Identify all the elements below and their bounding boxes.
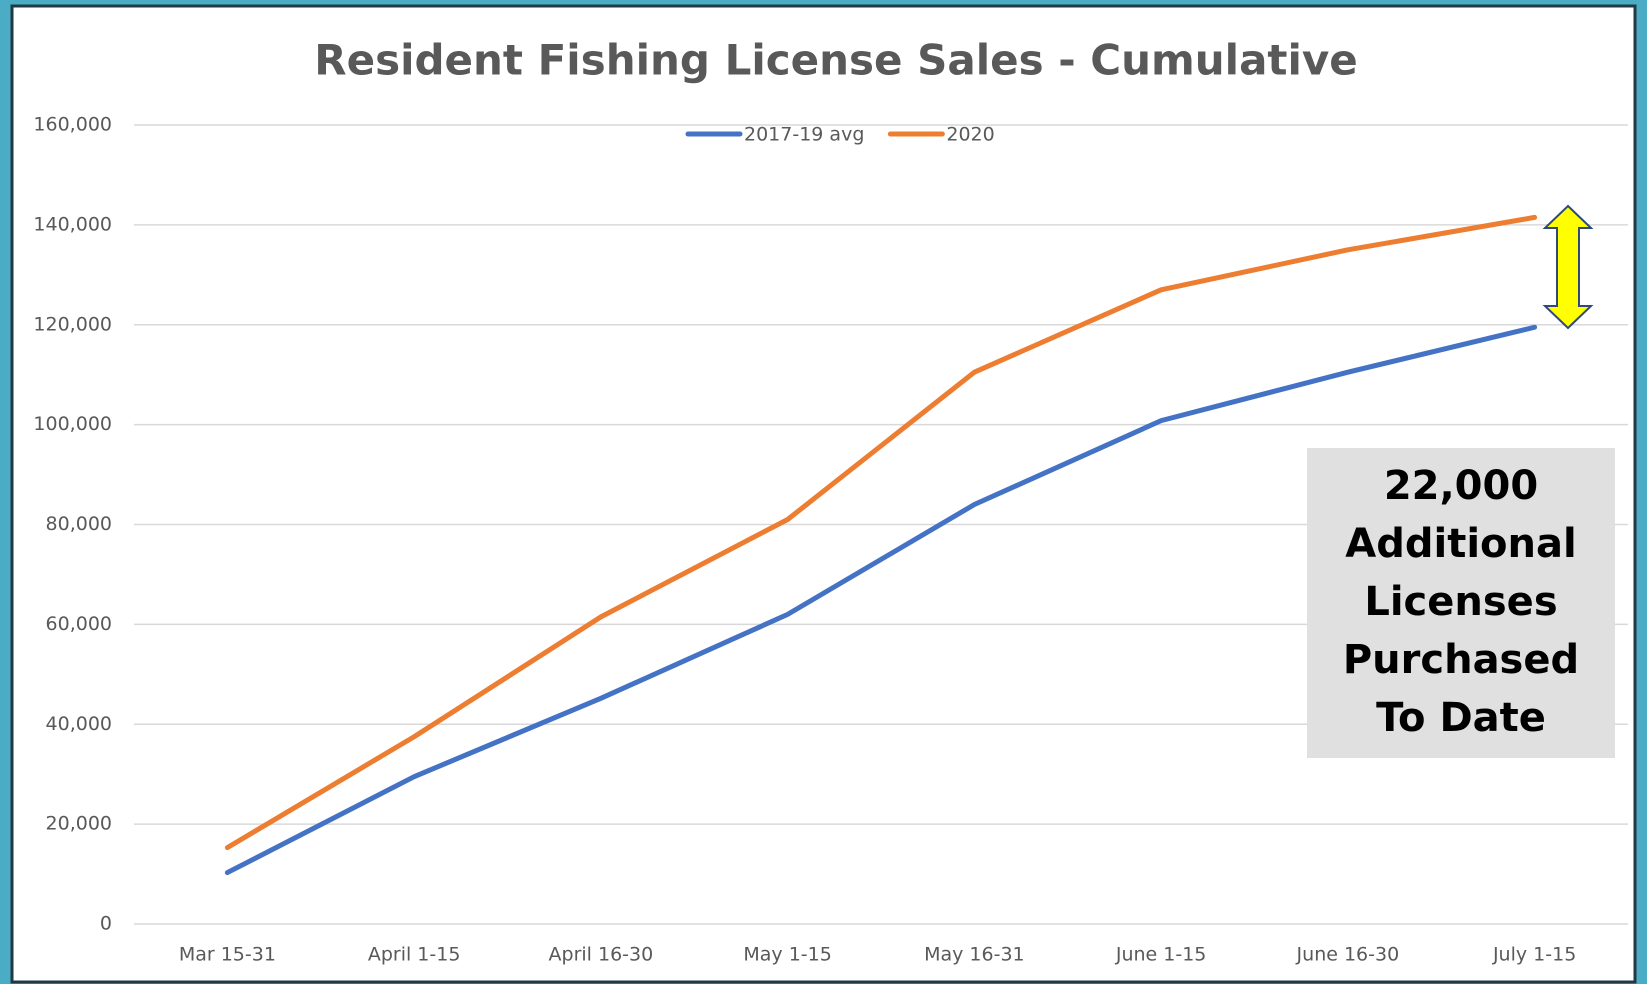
x-tick-label: June 1-15 [1115, 944, 1207, 966]
x-tick-label: July 1-15 [1492, 944, 1576, 966]
y-tick-label: 120,000 [33, 313, 112, 335]
y-tick-label: 20,000 [46, 813, 112, 835]
annotation-text: Additional [1345, 521, 1576, 567]
series-line [224, 214, 1538, 851]
annotation-text: Purchased [1343, 637, 1579, 683]
chart-title: Resident Fishing License Sales - Cumulat… [314, 36, 1358, 85]
y-tick-label: 100,000 [33, 413, 112, 435]
y-tick-label: 60,000 [46, 613, 112, 635]
x-tick-label: May 16-31 [924, 944, 1025, 966]
y-tick-label: 160,000 [33, 114, 112, 136]
y-tick-label: 80,000 [46, 513, 112, 535]
x-tick-label: May 1-15 [743, 944, 831, 966]
y-tick-label: 140,000 [33, 213, 112, 235]
series-line [224, 324, 1538, 876]
annotation-text: Licenses [1364, 579, 1557, 625]
legend-label: 2020 [946, 124, 994, 146]
annotation-text: 22,000 [1384, 463, 1538, 509]
y-tick-label: 0 [100, 913, 112, 935]
x-tick-label: Mar 15-31 [179, 944, 276, 966]
x-tick-label: June 16-30 [1296, 944, 1400, 966]
difference-arrow [1542, 204, 1594, 330]
annotation-box [1307, 448, 1615, 758]
x-tick-label: April 1-15 [368, 944, 461, 966]
y-tick-label: 40,000 [46, 713, 112, 735]
legend-label: 2017-19 avg [744, 124, 864, 146]
x-tick-label: April 16-30 [549, 944, 654, 966]
annotation-text: To Date [1376, 695, 1546, 741]
